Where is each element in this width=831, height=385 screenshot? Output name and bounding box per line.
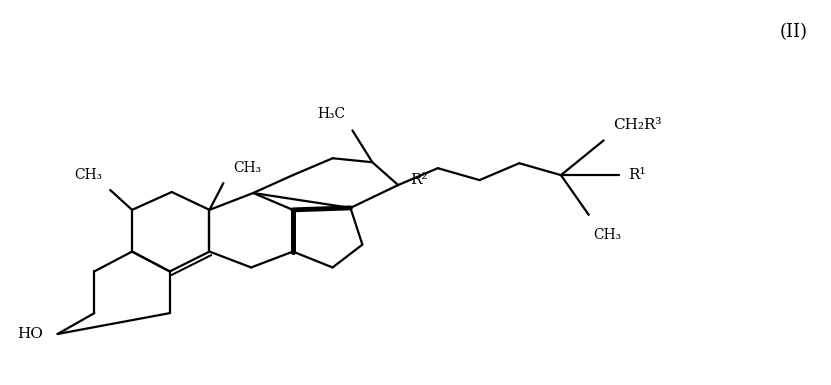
Text: CH₂R³: CH₂R³ (613, 119, 662, 132)
Text: CH₃: CH₃ (74, 168, 102, 182)
Text: CH₃: CH₃ (234, 161, 262, 175)
Text: HO: HO (17, 327, 42, 341)
Text: (II): (II) (779, 23, 807, 41)
Text: H₃C: H₃C (317, 107, 346, 121)
Text: CH₃: CH₃ (593, 228, 622, 242)
Text: R¹: R¹ (628, 168, 646, 182)
Text: R²: R² (410, 173, 428, 187)
